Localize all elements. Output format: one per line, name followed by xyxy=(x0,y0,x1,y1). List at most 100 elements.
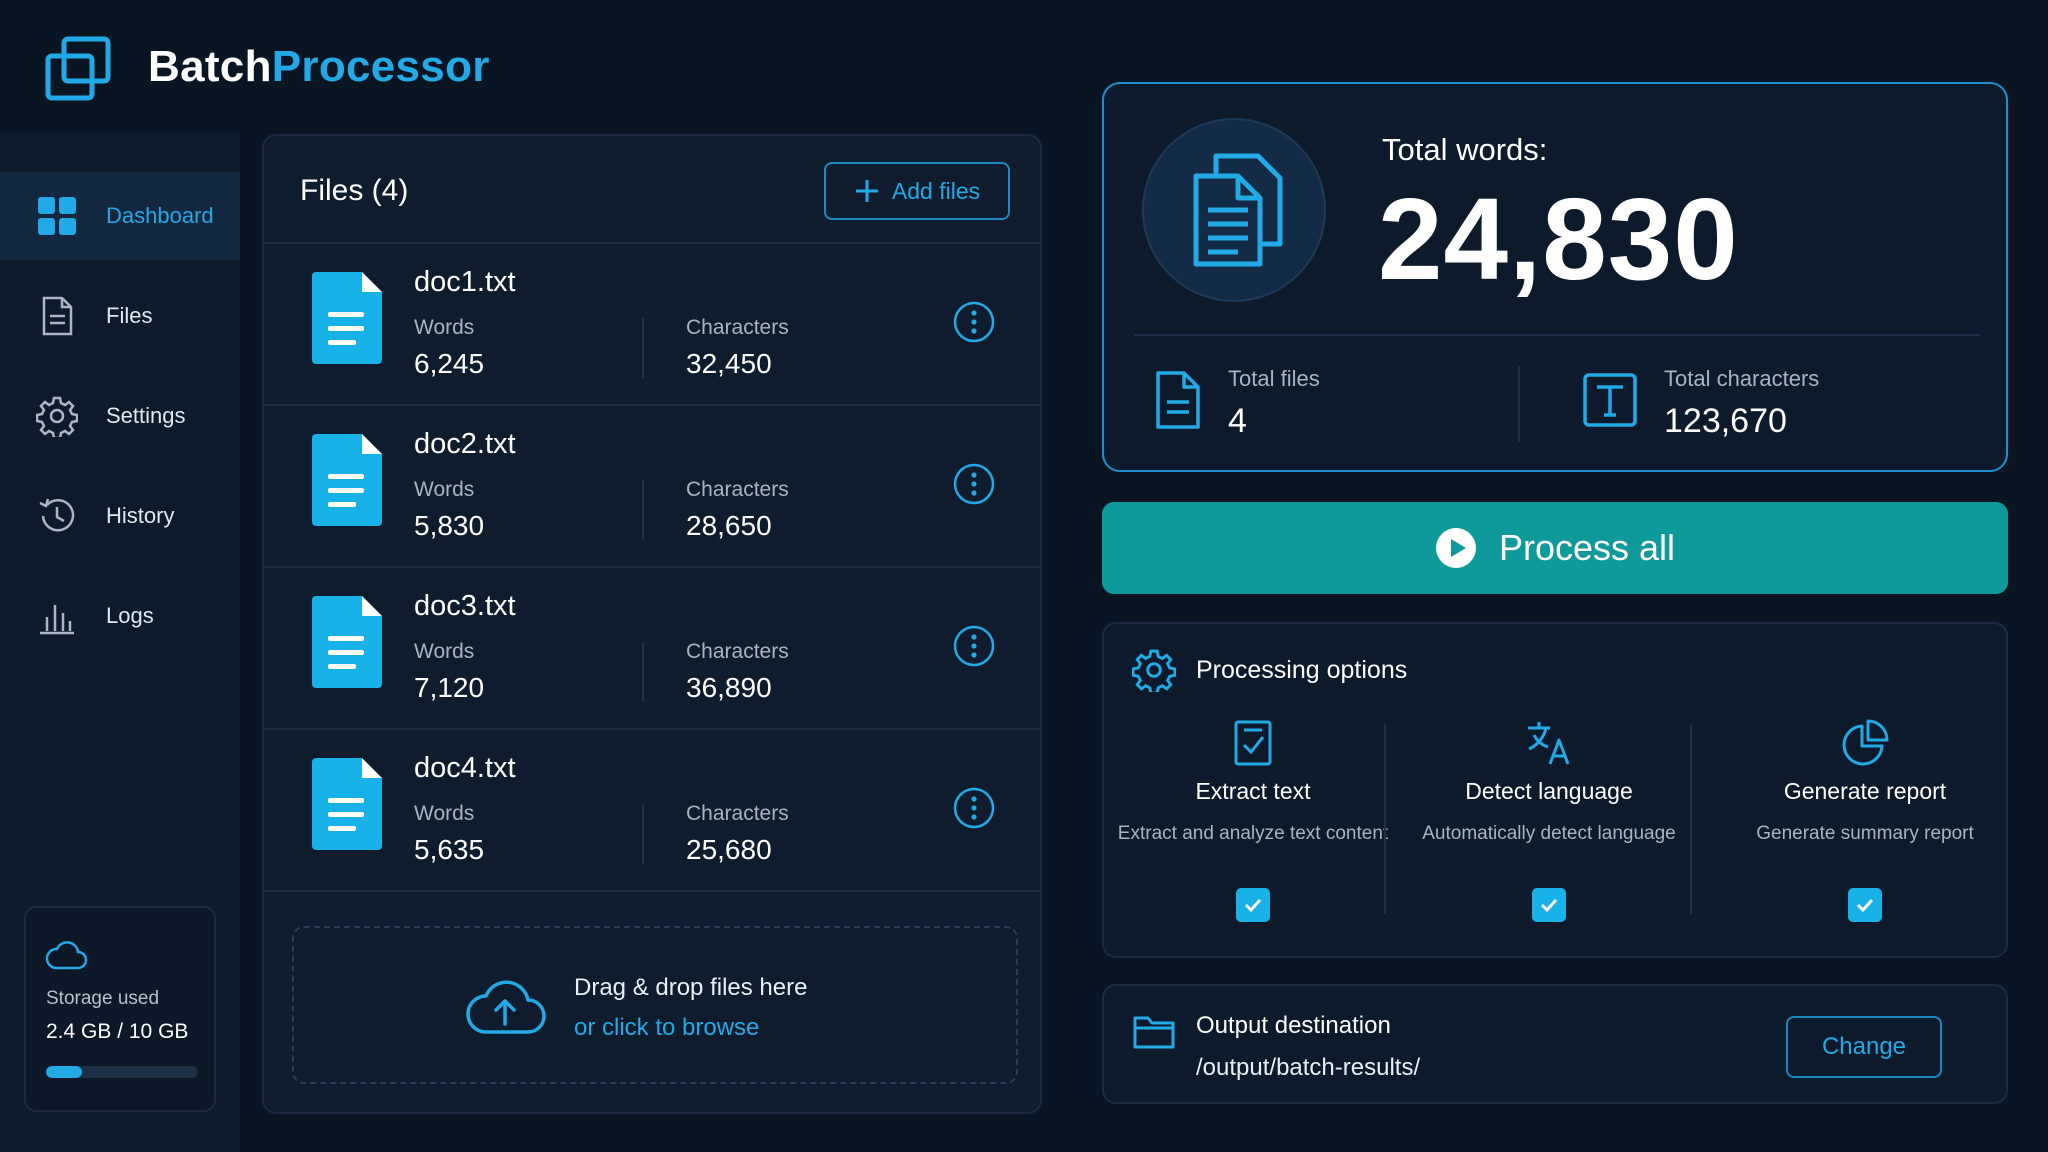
divider xyxy=(1690,724,1692,914)
document-icon xyxy=(312,272,382,364)
checkmark-icon xyxy=(1244,898,1262,913)
checkmark-icon xyxy=(1856,898,1874,913)
option-extract-text: Extract text Extract and analyze text co… xyxy=(1108,718,1398,948)
dropzone-text: Drag & drop files here xyxy=(574,974,808,1001)
characters-value: 32,450 xyxy=(686,348,772,379)
pie-chart-icon xyxy=(1842,719,1889,766)
divider xyxy=(642,480,644,540)
characters-value: 25,680 xyxy=(686,834,772,865)
more-options-icon[interactable] xyxy=(952,624,996,668)
document-icon xyxy=(312,596,382,688)
storage-progress-bar xyxy=(46,1066,198,1078)
characters-value: 36,890 xyxy=(686,672,772,703)
option-generate-report: Generate report Generate summary report xyxy=(1720,718,2010,948)
document-icon xyxy=(312,434,382,526)
file-row[interactable]: doc2.txt Words 5,830 Characters 28,650 xyxy=(264,406,1040,568)
bar-chart-icon xyxy=(40,605,74,635)
words-value: 5,635 xyxy=(414,834,485,865)
documents-badge xyxy=(1142,118,1326,302)
files-panel: Files (4) Add files doc1.txt Words 6,245… xyxy=(262,134,1042,1114)
history-icon xyxy=(39,498,75,532)
folder-icon xyxy=(1133,1016,1175,1049)
gear-icon xyxy=(36,396,78,437)
browse-link[interactable]: or click to browse xyxy=(574,1014,760,1041)
divider xyxy=(642,318,644,378)
storage-progress-fill xyxy=(46,1066,83,1078)
option-name: Extract text xyxy=(1195,778,1311,804)
file-dropzone[interactable]: Drag & drop files here or click to brows… xyxy=(292,926,1018,1084)
divider xyxy=(1134,334,1980,336)
file-icon xyxy=(1156,371,1200,429)
play-icon xyxy=(1435,528,1476,568)
process-all-button[interactable]: Process all xyxy=(1102,502,2008,594)
more-options-icon[interactable] xyxy=(952,300,996,344)
sidebar-item-dashboard[interactable]: Dashboard xyxy=(0,172,240,260)
characters-label: Characters xyxy=(686,640,789,663)
app-logo-icon xyxy=(44,36,112,102)
sidebar-item-history[interactable]: History xyxy=(0,472,240,560)
characters-label: Characters xyxy=(686,802,789,825)
sidebar-item-label: Logs xyxy=(106,603,154,628)
checkmark-icon xyxy=(1540,898,1558,913)
divider xyxy=(264,242,1040,244)
storage-value: 2.4 GB / 10 GB xyxy=(46,1020,189,1043)
words-label: Words xyxy=(414,316,475,339)
extract-text-checkbox[interactable] xyxy=(1236,888,1270,922)
characters-label: Characters xyxy=(686,478,789,501)
document-icon xyxy=(312,758,382,850)
option-detect-language: Detect language Automatically detect lan… xyxy=(1404,718,1694,948)
option-name: Generate report xyxy=(1783,778,1947,804)
file-row[interactable]: doc1.txt Words 6,245 Characters 32,450 xyxy=(264,244,1040,406)
divider xyxy=(1384,724,1386,914)
divider xyxy=(642,804,644,864)
sidebar-item-label: Files xyxy=(106,303,153,328)
file-name: doc1.txt xyxy=(414,266,516,298)
add-files-label: Add files xyxy=(891,177,981,204)
processing-options-title: Processing options xyxy=(1196,656,1408,684)
more-options-icon[interactable] xyxy=(952,786,996,830)
add-files-button[interactable]: Add files xyxy=(824,162,1010,220)
option-name: Detect language xyxy=(1465,778,1633,804)
file-row[interactable]: doc4.txt Words 5,635 Characters 25,680 xyxy=(264,730,1040,892)
generate-report-checkbox[interactable] xyxy=(1848,888,1882,922)
sidebar-item-logs[interactable]: Logs xyxy=(0,572,240,660)
files-title: Files (4) xyxy=(300,174,409,207)
more-options-icon[interactable] xyxy=(952,462,996,506)
file-name: doc4.txt xyxy=(414,752,516,784)
total-characters-label: Total characters xyxy=(1664,366,1820,391)
output-destination-panel: Output destination /output/batch-results… xyxy=(1102,984,2008,1104)
detect-language-checkbox[interactable] xyxy=(1532,888,1566,922)
file-name: doc3.txt xyxy=(414,590,516,622)
translate-icon xyxy=(1528,722,1570,765)
words-label: Words xyxy=(414,802,475,825)
storage-card: Storage used 2.4 GB / 10 GB xyxy=(24,906,216,1112)
plus-icon xyxy=(855,180,878,202)
option-description: Extract and analyze text content xyxy=(1117,823,1389,844)
text-icon xyxy=(1583,373,1637,427)
words-value: 6,245 xyxy=(414,348,485,379)
documents-icon xyxy=(1193,153,1283,267)
characters-value: 28,650 xyxy=(686,510,772,541)
words-value: 5,830 xyxy=(414,510,485,541)
gear-icon xyxy=(1132,649,1176,692)
storage-label: Storage used xyxy=(46,988,160,1009)
dashboard-grid-icon xyxy=(38,197,76,235)
sidebar-item-files[interactable]: Files xyxy=(0,272,240,360)
sidebar-item-label: History xyxy=(106,503,175,528)
processing-options-panel: Processing options Extract text Extract … xyxy=(1102,622,2008,958)
file-row[interactable]: doc3.txt Words 7,120 Characters 36,890 xyxy=(264,568,1040,730)
total-words-value: 24,830 xyxy=(1378,174,1739,304)
sidebar-item-settings[interactable]: Settings xyxy=(0,372,240,460)
checklist-icon xyxy=(1234,720,1272,766)
option-description: Automatically detect language xyxy=(1422,823,1676,844)
summary-card: Total words: 24,830 Total files 4 Total … xyxy=(1102,82,2008,472)
change-destination-button[interactable]: Change xyxy=(1786,1016,1942,1078)
output-path: /output/batch-results/ xyxy=(1196,1054,1421,1081)
characters-label: Characters xyxy=(686,316,789,339)
total-characters-value: 123,670 xyxy=(1664,402,1787,440)
cloud-icon xyxy=(45,941,88,970)
cloud-upload-icon xyxy=(466,980,546,1034)
sidebar-item-label: Dashboard xyxy=(106,203,214,228)
output-destination-title: Output destination xyxy=(1196,1012,1391,1039)
total-words-label: Total words: xyxy=(1382,132,1548,167)
